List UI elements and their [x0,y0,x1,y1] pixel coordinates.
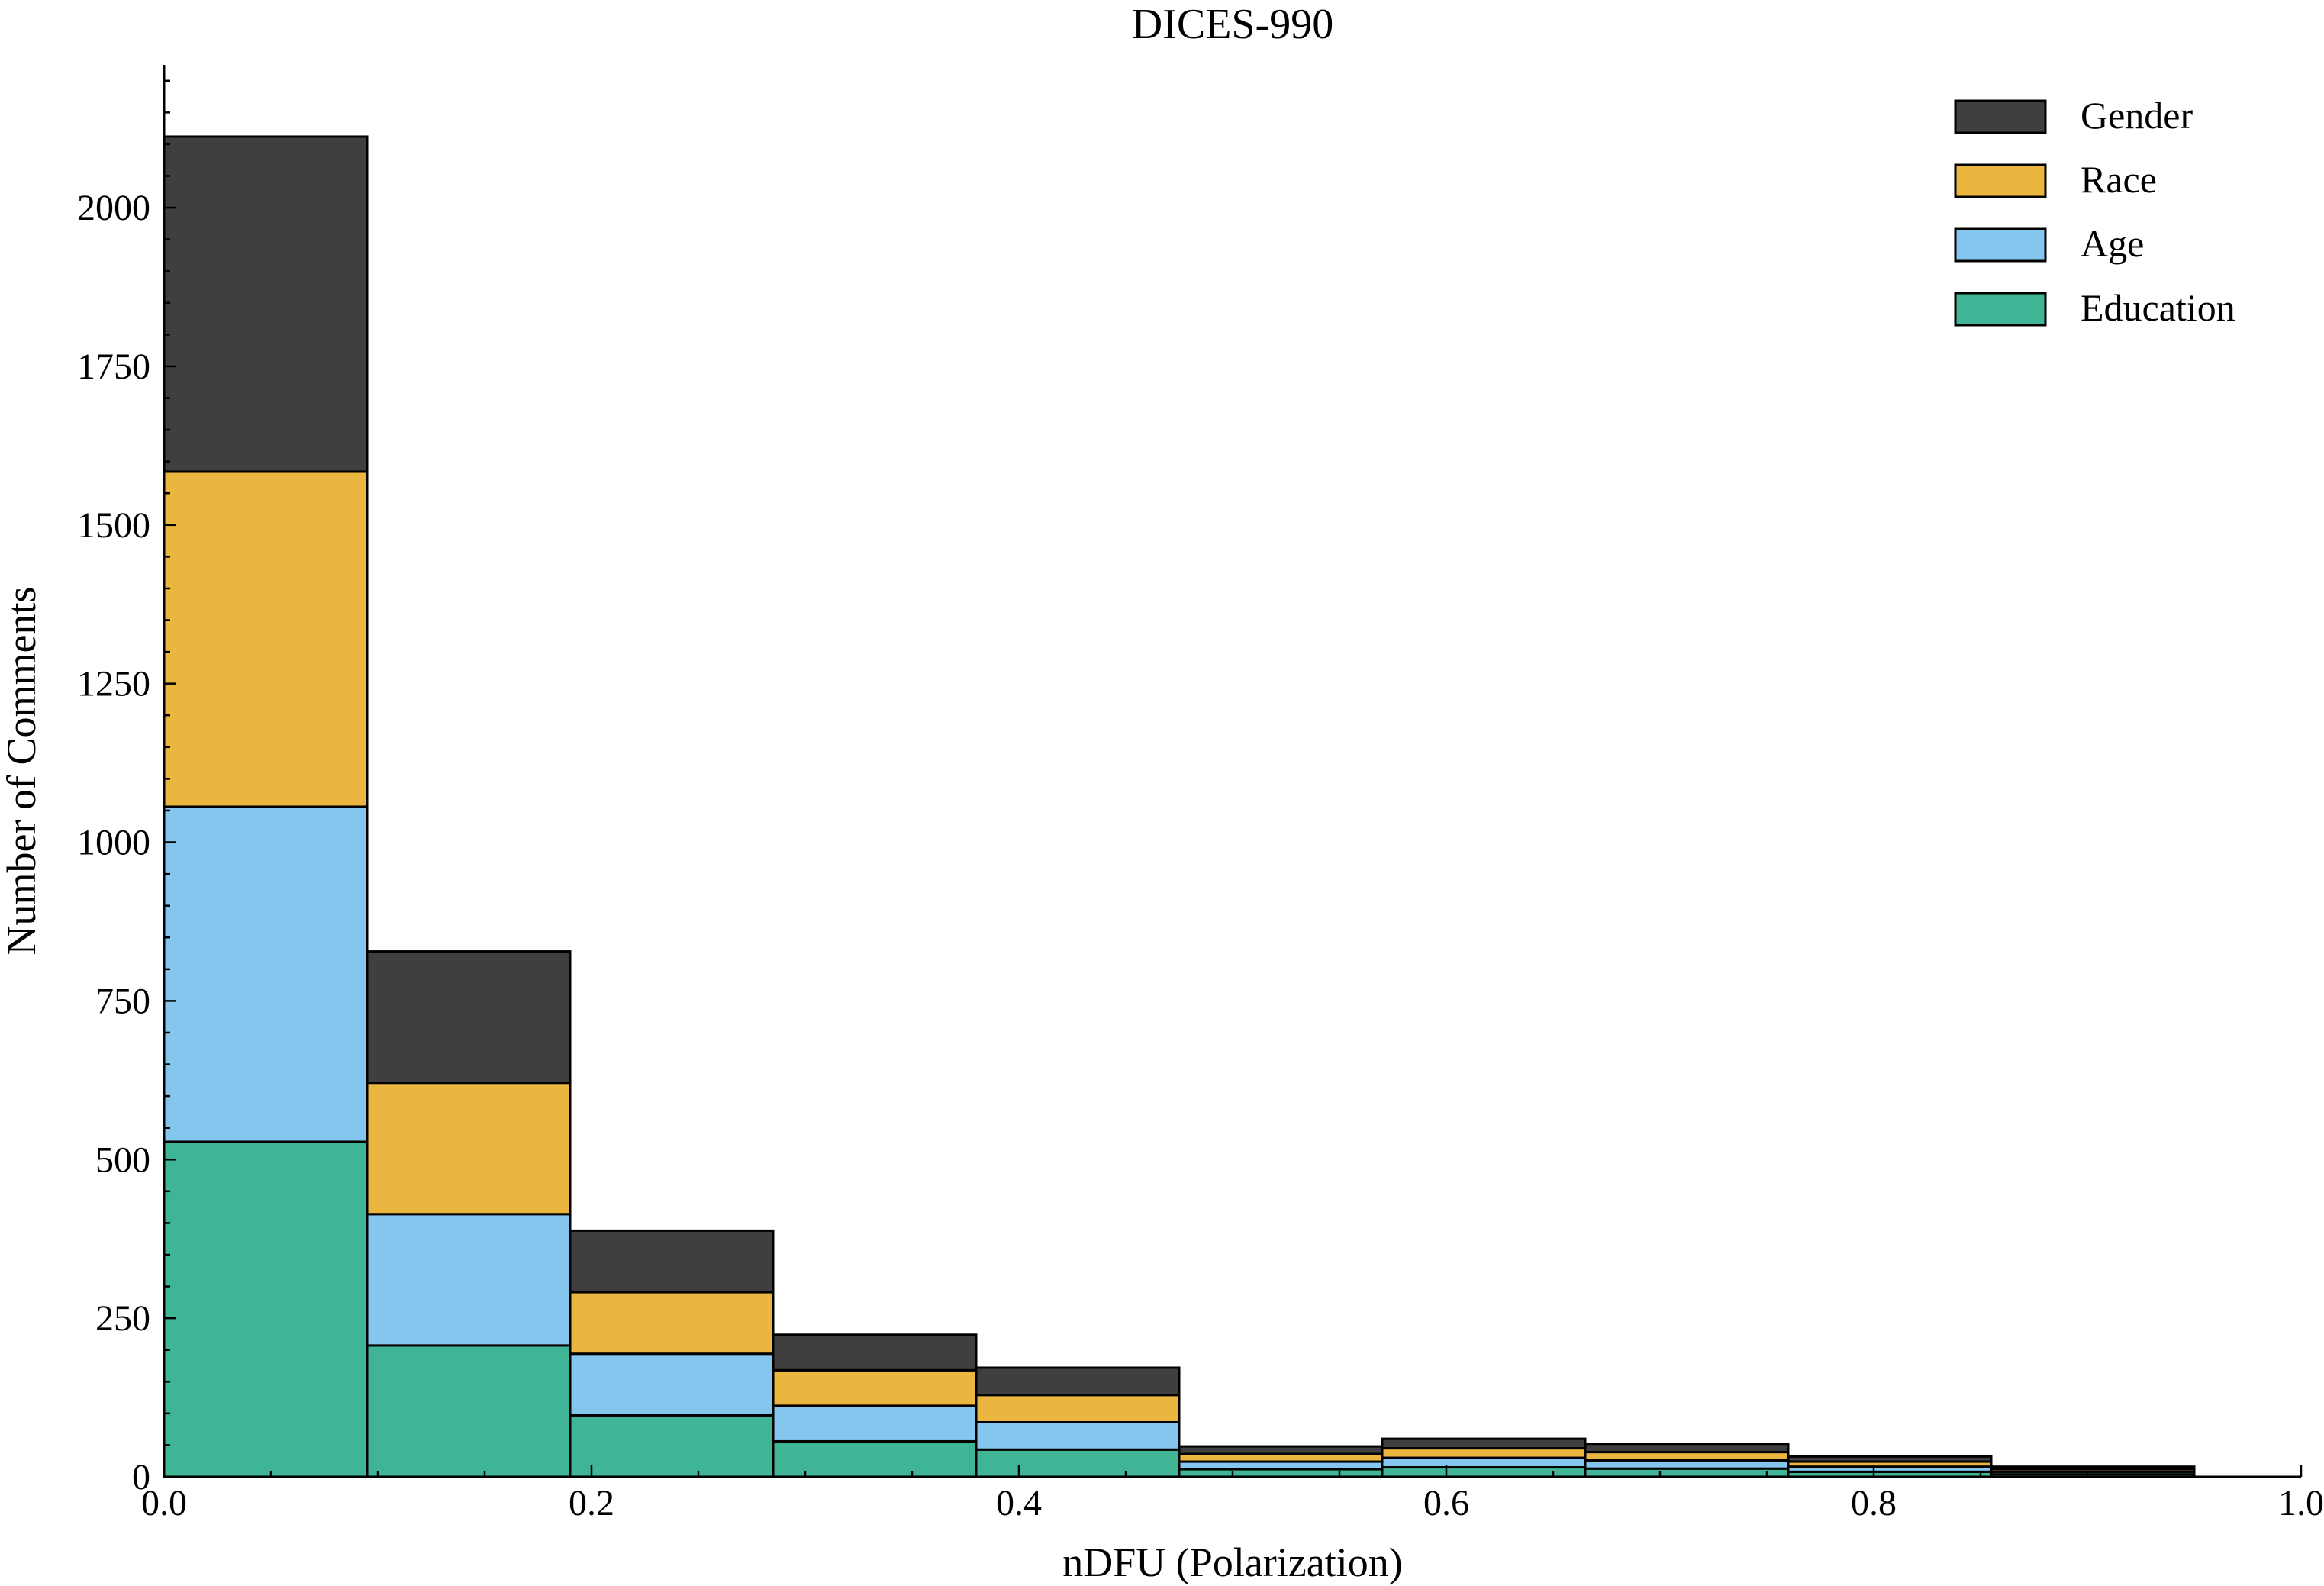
bar-gender-bin-4 [975,1366,1181,1397]
bar-race-bin-0 [163,470,369,808]
x-tick-label: 0.2 [569,1483,614,1523]
y-tick-label: 750 [95,981,150,1021]
bar-race-bin-2 [569,1291,775,1356]
bar-education-bin-0 [163,1140,369,1478]
y-ticks-group: 0 250 500 750 1000 1250 1500 1750 2000 [77,79,176,1497]
bar-education-bin-7 [1584,1467,1790,1478]
y-tick-label: 500 [95,1140,150,1180]
bar-race-bin-3 [772,1368,978,1407]
legend-label-gender: Gender [2081,94,2193,137]
y-tick-label: 1750 [77,347,150,387]
legend-swatch-gender [1954,99,2047,134]
bars-group [163,135,2196,1478]
bar-gender-bin-2 [569,1229,775,1294]
bar-gender-bin-6 [1381,1437,1587,1450]
x-tick-label: 0.4 [996,1483,1042,1523]
legend-label-race: Race [2081,158,2157,201]
x-tick-label: 1.0 [2278,1483,2324,1523]
y-tick-label: 1000 [77,823,150,863]
y-tick-label: 250 [95,1298,150,1339]
bar-race-bin-1 [366,1082,572,1216]
y-axis-label: Number of Comments [0,587,44,956]
bar-race-bin-7 [1584,1451,1790,1462]
x-ticks-group: 0.0 0.2 0.4 0.6 0.8 1.0 [141,1465,2324,1523]
y-tick-label: 1500 [77,505,150,546]
x-tick-label: 0.0 [141,1483,187,1523]
bar-race-bin-4 [975,1394,1181,1423]
bar-gender-bin-7 [1584,1443,1790,1454]
legend: Gender Race Age Education [1954,94,2235,329]
bar-age-bin-7 [1584,1459,1790,1470]
bar-gender-bin-0 [163,135,369,473]
legend-swatch-race [1954,163,2047,198]
bar-race-bin-6 [1381,1447,1587,1459]
chart-title: DICES-990 [1132,1,1333,48]
bar-education-bin-4 [975,1448,1181,1478]
bar-gender-bin-9 [1990,1465,2196,1471]
bar-age-bin-0 [163,805,369,1143]
bar-gender-bin-5 [1178,1445,1384,1455]
x-tick-label: 0.6 [1423,1483,1469,1523]
legend-label-education: Education [2081,286,2235,329]
bar-age-bin-2 [569,1352,775,1417]
bar-gender-bin-1 [366,950,572,1085]
legend-swatch-education [1954,292,2047,327]
bar-education-bin-2 [569,1414,775,1478]
bar-age-bin-1 [366,1213,572,1347]
bar-gender-bin-8 [1787,1455,1993,1463]
bar-age-bin-4 [975,1420,1181,1451]
y-tick-label: 2000 [77,188,150,228]
y-tick-label: 0 [132,1457,150,1497]
bar-age-bin-6 [1381,1456,1587,1469]
x-axis-label: nDFU (Polarization) [1062,1539,1402,1585]
bar-education-bin-6 [1381,1466,1587,1478]
legend-swatch-age [1954,227,2047,263]
x-tick-label: 0.8 [1851,1483,1897,1523]
legend-label-age: Age [2081,222,2144,265]
bar-education-bin-3 [772,1439,978,1478]
y-tick-label: 1250 [77,664,150,704]
bar-gender-bin-3 [772,1333,978,1372]
bar-education-bin-1 [366,1344,572,1478]
bar-age-bin-3 [772,1404,978,1443]
